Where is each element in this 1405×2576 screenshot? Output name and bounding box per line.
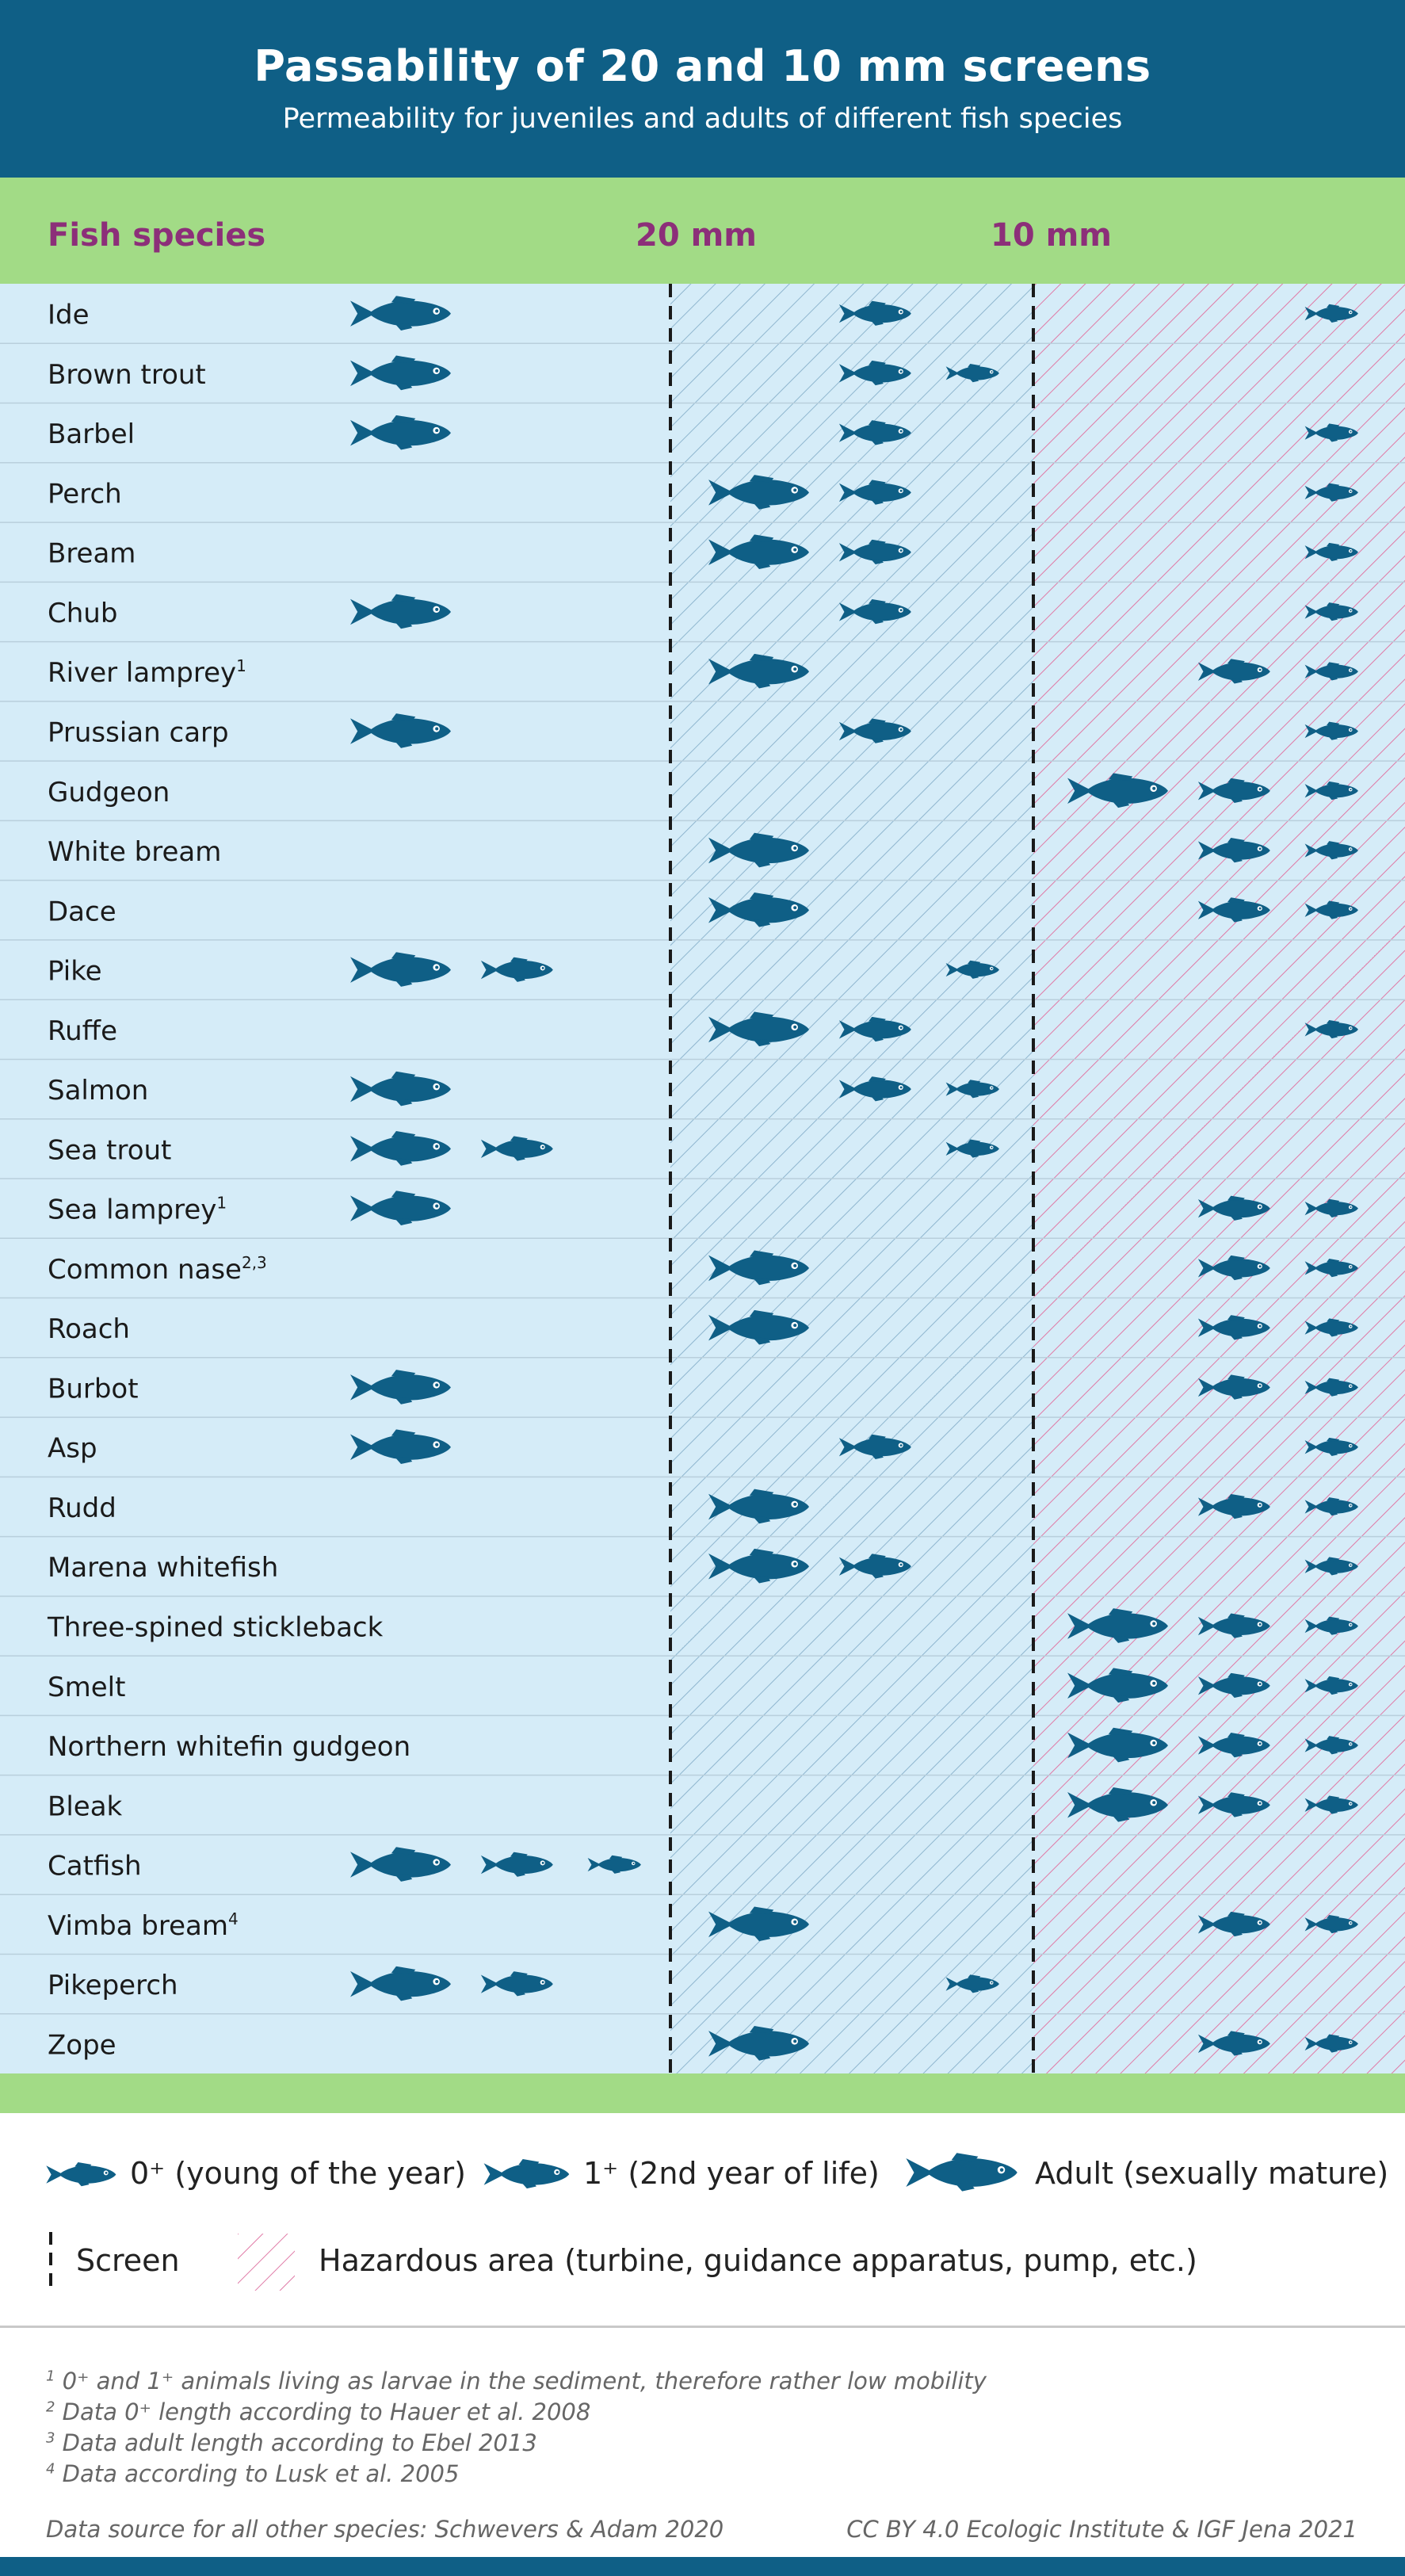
species-name: Dace [48, 896, 116, 927]
species-name: Gudgeon [48, 777, 170, 808]
species-row: Common nase2,3 [48, 1250, 1358, 1286]
species-row: Catfish [48, 1847, 641, 1882]
legend-hazard-icon [238, 2234, 295, 2291]
footnote-4: 4 Data according to Lusk et al. 2005 [46, 2460, 460, 2487]
species-name: Prussian carp [48, 717, 229, 749]
row-dividers [0, 342, 1405, 2015]
species-footnote-marker: 1 [216, 1194, 227, 1213]
footer-bar [0, 2557, 1405, 2576]
species-name: Ruffe [48, 1015, 117, 1047]
footnote-1: 1 0⁺ and 1⁺ animals living as larvae in … [46, 2368, 987, 2394]
species-name: Catfish [48, 1851, 142, 1882]
species-name: Brown trout [48, 359, 206, 391]
species-name: Salmon [48, 1075, 148, 1106]
legend-fish-1plus-icon [483, 2159, 570, 2189]
species-row: Three-spined stickleback [47, 1608, 1358, 1644]
footnote-3-text: Data adult length according to Ebel 2013 [62, 2429, 537, 2456]
footnotes: 1 0⁺ and 1⁺ animals living as larvae in … [0, 2328, 1405, 2555]
species-row: Bleak [48, 1787, 1358, 1822]
legend-adult-label: Adult (sexually mature) [1035, 2156, 1389, 2191]
species-row: Sea trout [48, 1131, 999, 1166]
species-row: Salmon [48, 1071, 999, 1106]
species-name: Rudd [48, 1492, 116, 1524]
species-name: White bream [48, 836, 221, 868]
legend-1plus-label: 1⁺ (2nd year of life) [583, 2156, 880, 2191]
species-row: Northern whitefin gudgeon [48, 1727, 1358, 1763]
legend-0plus-label: 0⁺ (young of the year) [130, 2156, 466, 2191]
species-row: Smelt [48, 1668, 1358, 1703]
header: Passability of 20 and 10 mm screens Perm… [0, 0, 1405, 178]
data-source: Data source for all other species: Schwe… [46, 2516, 724, 2543]
page-subtitle: Permeability for juveniles and adults of… [282, 103, 1123, 135]
footnote-2: 2 Data 0⁺ length according to Hauer et a… [46, 2398, 591, 2425]
species-row: Brown trout [48, 355, 999, 391]
species-name: Chub [48, 598, 117, 629]
legend-screen-label: Screen [76, 2243, 180, 2278]
species-row: Burbot [48, 1370, 1358, 1405]
credit: CC BY 4.0 Ecologic Institute & IGF Jena … [846, 2516, 1357, 2543]
species-row: Gudgeon [48, 773, 1358, 808]
species-rows: Ide Brown trout Barbel Perch Bream Chub River … [47, 296, 1358, 2061]
species-name: Perch [48, 478, 122, 510]
legend: 0⁺ (young of the year) 1⁺ (2nd year of l… [0, 2113, 1405, 2328]
species-column-header: Fish species [48, 217, 266, 254]
species-name: Northern whitefin gudgeon [48, 1731, 410, 1763]
page-title: Passability of 20 and 10 mm screens [254, 41, 1151, 91]
species-row: Pikeperch [48, 1966, 999, 2001]
species-row: Roach [48, 1309, 1358, 1345]
species-name: Pike [48, 956, 102, 988]
species-name: Asp [48, 1433, 97, 1465]
footnote-4-text: Data according to Lusk et al. 2005 [62, 2460, 460, 2487]
species-footnote-marker: 1 [236, 656, 246, 675]
species-name: Sea trout [48, 1134, 171, 1166]
footnote-1-text: 0⁺ and 1⁺ animals living as larvae in th… [62, 2368, 987, 2394]
species-row: Dace [48, 892, 1358, 927]
fish-passability-chart: Ide Brown trout Barbel Perch Bream Chub River … [0, 284, 1405, 2073]
species-row: Perch [48, 475, 1358, 510]
species-footnote-marker: 4 [228, 1909, 239, 1928]
screen-20mm-header: 20 mm [636, 217, 757, 254]
species-name: Bleak [48, 1791, 123, 1822]
species-row: Marena whitefish [48, 1548, 1358, 1584]
species-name: River lamprey1 [48, 656, 246, 689]
species-row: White bream [48, 832, 1358, 868]
legend-fish-adult-icon [906, 2153, 1017, 2192]
species-name: Common nase2,3 [48, 1253, 267, 1286]
footnote-3: 3 Data adult length according to Ebel 20… [46, 2429, 537, 2456]
species-row: Ruffe [48, 1011, 1358, 1047]
species-row: Barbel [48, 415, 1358, 450]
bottom-band [0, 2073, 1405, 2113]
species-name: Smelt [48, 1672, 125, 1703]
species-name: Burbot [48, 1373, 139, 1405]
species-row: Asp [48, 1429, 1358, 1465]
species-name: Pikeperch [48, 1970, 178, 2001]
legend-hazard-label: Hazardous area (turbine, guidance appara… [319, 2243, 1197, 2278]
species-name: Three-spined stickleback [47, 1612, 384, 1644]
legend-screen-icon [49, 2232, 52, 2289]
species-row: Chub [48, 594, 1358, 629]
legend-fish-0plus-icon [46, 2162, 116, 2187]
species-row: Bream [48, 534, 1358, 570]
species-row: Ide [48, 296, 1358, 331]
species-name: Ide [48, 300, 90, 331]
species-row: Zope [48, 2026, 1358, 2061]
species-name: Sea lamprey1 [48, 1194, 227, 1226]
species-row: Sea lamprey1 [48, 1191, 1358, 1226]
species-row: Rudd [48, 1489, 1358, 1524]
species-row: River lamprey1 [48, 653, 1358, 689]
species-name: Vimba bream4 [48, 1909, 239, 1942]
species-name: Marena whitefish [48, 1552, 278, 1584]
species-name: Bream [48, 538, 136, 570]
species-row: Pike [48, 952, 999, 988]
species-row: Vimba bream4 [48, 1906, 1358, 1942]
species-footnote-marker: 2,3 [242, 1253, 267, 1272]
species-row: Prussian carp [48, 713, 1358, 749]
column-header-band: Fish species 20 mm 10 mm [0, 178, 1405, 284]
species-name: Barbel [48, 419, 135, 450]
species-name: Roach [48, 1313, 130, 1345]
footnote-2-text: Data 0⁺ length according to Hauer et al.… [62, 2398, 591, 2425]
species-name: Zope [48, 2029, 116, 2061]
screen-10mm-header: 10 mm [991, 217, 1112, 254]
